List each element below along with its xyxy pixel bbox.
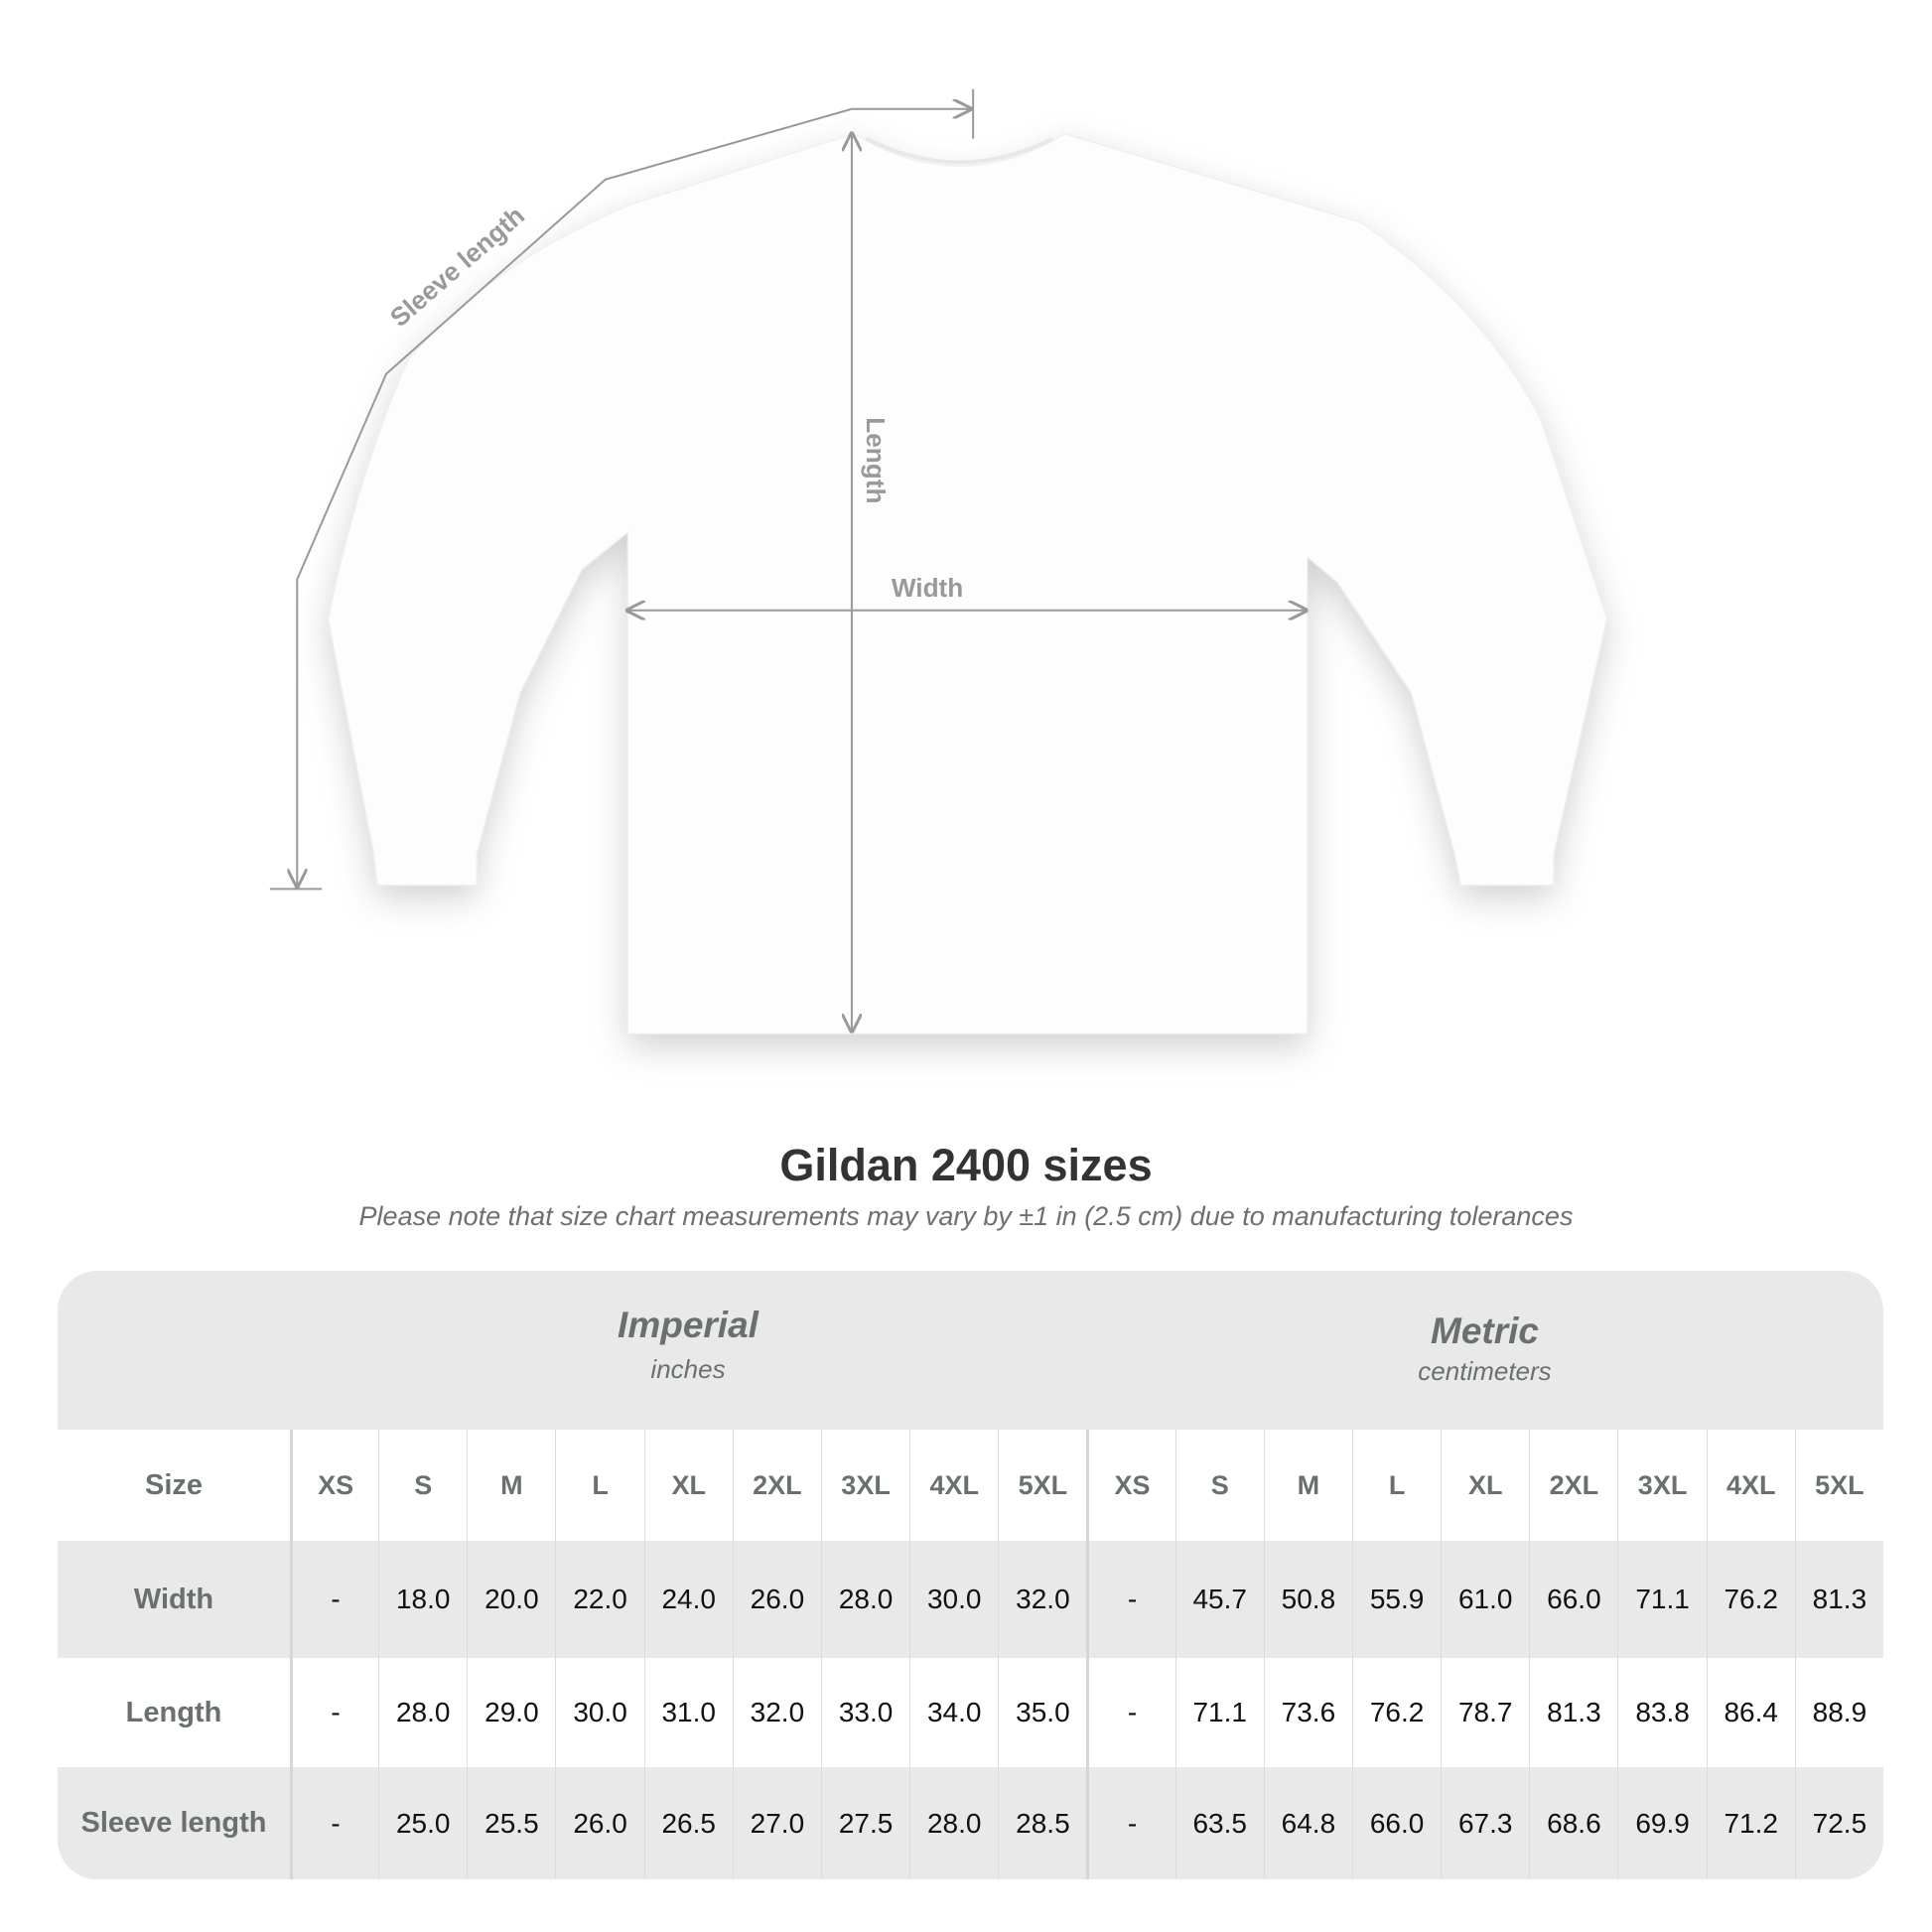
metric-size-header: S [1174,1430,1264,1541]
shirt-diagram: Sleeve length Length Width [269,88,1608,1035]
metric-size-header: 3XL [1617,1430,1707,1541]
imperial-unit: inches [650,1354,726,1384]
metric-size-header: M [1263,1430,1352,1541]
metric-value-cell: - [1086,1767,1175,1879]
imperial-label: Imperial [618,1305,759,1345]
imperial-value-cell: 31.0 [643,1658,733,1767]
imperial-value-cell: 24.0 [643,1541,733,1658]
imperial-header: Imperial inches [290,1271,1086,1430]
imperial-value-cell: 28.0 [378,1658,468,1767]
width-label: Width [892,573,963,603]
metric-value-cell: 81.3 [1529,1658,1618,1767]
metric-value-cell: 73.6 [1263,1658,1352,1767]
metric-value-cell: 71.2 [1706,1767,1795,1879]
imperial-value-cell: 22.0 [555,1541,644,1658]
imperial-value-cell: 27.5 [820,1767,910,1879]
imperial-value-cell: 34.0 [909,1658,999,1767]
imperial-value-cell: 33.0 [820,1658,910,1767]
metric-size-header: XL [1441,1430,1530,1541]
sleeve-measure-line [297,109,970,887]
row-label: Width [58,1541,290,1658]
metric-value-cell: 50.8 [1263,1541,1352,1658]
metric-value-cell: 83.8 [1617,1658,1707,1767]
imperial-value-cell: 28.5 [998,1767,1087,1879]
imperial-size-header: S [378,1430,468,1541]
imperial-size-header: XL [643,1430,733,1541]
page-title: Gildan 2400 sizes [779,1140,1153,1190]
metric-value-cell: 64.8 [1263,1767,1352,1879]
metric-size-header: XS [1086,1430,1175,1541]
row-label: Sleeve length [58,1767,290,1879]
metric-value-cell: 66.0 [1351,1767,1442,1879]
imperial-value-cell: 26.0 [555,1767,644,1879]
metric-size-header: 2XL [1529,1430,1618,1541]
metric-value-cell: 67.3 [1441,1767,1530,1879]
metric-size-header: L [1351,1430,1442,1541]
metric-value-cell: 88.9 [1794,1658,1883,1767]
imperial-size-header: 5XL [998,1430,1087,1541]
metric-value-cell: 68.6 [1529,1767,1618,1879]
imperial-size-header: M [467,1430,556,1541]
imperial-size-header: 3XL [820,1430,910,1541]
metric-value-cell: 78.7 [1441,1658,1530,1767]
metric-value-cell: 45.7 [1174,1541,1264,1658]
metric-value-cell: 63.5 [1174,1767,1264,1879]
imperial-value-cell: 35.0 [998,1658,1087,1767]
metric-value-cell: 72.5 [1794,1767,1883,1879]
imperial-value-cell: - [290,1658,379,1767]
tolerance-note: Please note that size chart measurements… [358,1201,1574,1231]
metric-value-cell: 61.0 [1441,1541,1530,1658]
metric-value-cell: 69.9 [1617,1767,1707,1879]
imperial-size-header: L [555,1430,644,1541]
imperial-size-header: 2XL [732,1430,821,1541]
metric-value-cell: 66.0 [1529,1541,1618,1658]
imperial-value-cell: 29.0 [467,1658,556,1767]
metric-value-cell: - [1086,1541,1175,1658]
imperial-value-cell: - [290,1541,379,1658]
imperial-value-cell: 26.5 [643,1767,733,1879]
imperial-value-cell: 26.0 [732,1541,821,1658]
imperial-size-header: XS [290,1430,379,1541]
size-grid: Size XS S M L XL 2XL 3XL 4XL 5XL XS S M L XL 2XL 3XL 4XL 5… [58,1430,1883,1879]
imperial-value-cell: 25.5 [467,1767,556,1879]
imperial-value-cell: - [290,1767,379,1879]
row-label: Length [58,1658,290,1767]
imperial-size-header: 4XL [909,1430,999,1541]
imperial-value-cell: 30.0 [555,1658,644,1767]
metric-value-cell: 71.1 [1617,1541,1707,1658]
length-label: Length [861,417,891,503]
metric-unit: centimeters [1418,1356,1552,1386]
metric-size-header: 4XL [1706,1430,1795,1541]
metric-value-cell: 76.2 [1351,1658,1442,1767]
metric-value-cell: - [1086,1658,1175,1767]
shirt-shape [327,132,1608,1035]
imperial-value-cell: 32.0 [998,1541,1087,1658]
imperial-value-cell: 28.0 [909,1767,999,1879]
imperial-value-cell: 32.0 [732,1658,821,1767]
imperial-value-cell: 27.0 [732,1767,821,1879]
metric-value-cell: 71.1 [1174,1658,1264,1767]
size-header-label: Size [58,1430,290,1541]
imperial-value-cell: 28.0 [820,1541,910,1658]
imperial-value-cell: 30.0 [909,1541,999,1658]
metric-header: Metric centimeters [1086,1271,1883,1430]
metric-size-header: 5XL [1794,1430,1883,1541]
size-table: Imperial inches Metric centimeters Size X… [58,1271,1883,1879]
metric-value-cell: 55.9 [1351,1541,1442,1658]
metric-label: Metric [1431,1311,1539,1351]
imperial-value-cell: 18.0 [378,1541,468,1658]
imperial-value-cell: 25.0 [378,1767,468,1879]
metric-value-cell: 81.3 [1794,1541,1883,1658]
metric-value-cell: 76.2 [1706,1541,1795,1658]
metric-value-cell: 86.4 [1706,1658,1795,1767]
imperial-value-cell: 20.0 [467,1541,556,1658]
